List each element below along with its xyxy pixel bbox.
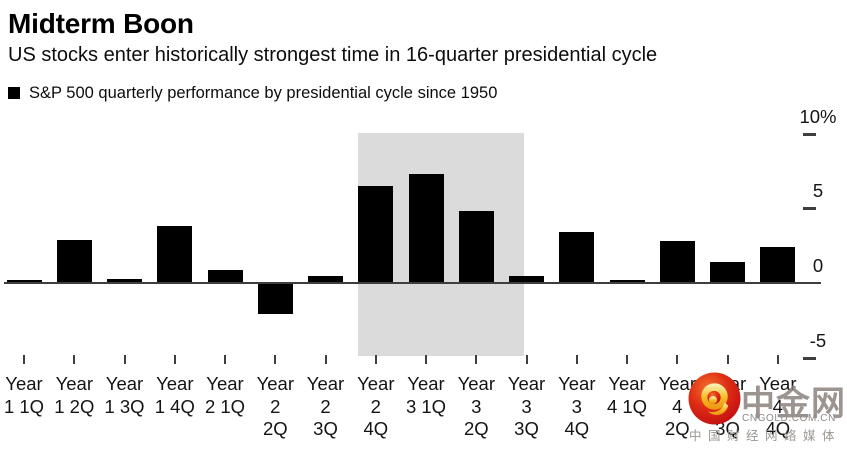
bar-year1-q2 — [56, 239, 92, 283]
x-tick-16 — [776, 355, 779, 364]
bar-year4-q4 — [760, 247, 796, 283]
x-tick-2 — [73, 355, 76, 364]
x-label-16: Year 4 4Q — [759, 373, 797, 439]
x-tick-9 — [425, 355, 427, 364]
bar-year2-q4 — [358, 186, 394, 283]
bar-year4-q3 — [710, 262, 745, 283]
bar-year3-q3 — [509, 275, 544, 283]
legend-marker-square — [8, 87, 20, 99]
bar-year2-q3 — [308, 275, 343, 283]
x-label-4: Year 1 4Q — [154, 373, 195, 417]
x-tick-15 — [726, 355, 729, 364]
x-tick-14 — [676, 355, 679, 364]
x-label-14: Year 4 2Q — [658, 373, 696, 439]
x-tick-5 — [224, 355, 226, 364]
bar-year3-q2 — [458, 211, 494, 283]
bar-year2-q2 — [257, 283, 293, 315]
x-label-13: Year 4 1Q — [606, 373, 648, 417]
x-label-7: Year 2 3Q — [306, 373, 345, 439]
y-tick-label-0: 0 — [812, 255, 824, 276]
x-tick-8 — [374, 355, 377, 364]
x-label-2: Year 1 2Q — [54, 373, 95, 417]
y-tick-dash-10 — [803, 133, 816, 136]
bar-year1-q3 — [107, 278, 142, 283]
legend-label: S&P 500 quarterly performance by preside… — [29, 83, 498, 102]
x-tick-3 — [123, 355, 126, 364]
bar-year2-q1 — [207, 269, 243, 283]
x-tick-6 — [274, 355, 277, 364]
x-label-8: Year 2 4Q — [357, 373, 395, 439]
x-tick-1 — [23, 355, 25, 364]
x-tick-7 — [324, 355, 327, 364]
y-tick-dash--5 — [803, 357, 816, 360]
x-axis-zero-line — [4, 282, 821, 284]
x-tick-10 — [475, 355, 478, 364]
x-label-15: Year 4 3Q — [708, 373, 747, 439]
bar-year1-q4 — [157, 226, 193, 283]
chart-title: Midterm Boon — [8, 8, 194, 39]
x-tick-11 — [525, 355, 528, 364]
y-tick-dash-5 — [803, 207, 816, 210]
x-tick-12 — [575, 355, 578, 364]
x-label-12: Year 3 4Q — [558, 373, 596, 439]
y-tick-label--5: -5 — [809, 330, 827, 351]
x-label-9: Year 3 1Q — [405, 373, 447, 417]
y-tick-label-10: 10% — [799, 106, 837, 127]
x-label-1: Year 1 1Q — [3, 373, 45, 417]
bar-year1-q1 — [6, 280, 42, 283]
legend: S&P 500 quarterly performance by preside… — [8, 84, 497, 102]
chart-subtitle: US stocks enter historically strongest t… — [8, 44, 658, 66]
x-tick-13 — [626, 355, 628, 364]
bar-year4-q2 — [659, 241, 695, 283]
bar-year4-q1 — [609, 280, 645, 283]
x-label-10: Year 3 2Q — [457, 373, 495, 439]
x-label-3: Year 1 3Q — [104, 373, 145, 417]
bar-year3-q1 — [408, 174, 444, 283]
x-tick-4 — [173, 355, 176, 364]
y-tick-label-5: 5 — [812, 180, 824, 201]
x-label-6: Year 2 2Q — [256, 373, 294, 439]
bar-year3-q4 — [559, 232, 595, 283]
x-label-11: Year 3 3Q — [507, 373, 546, 439]
x-label-5: Year 2 1Q — [204, 373, 246, 417]
